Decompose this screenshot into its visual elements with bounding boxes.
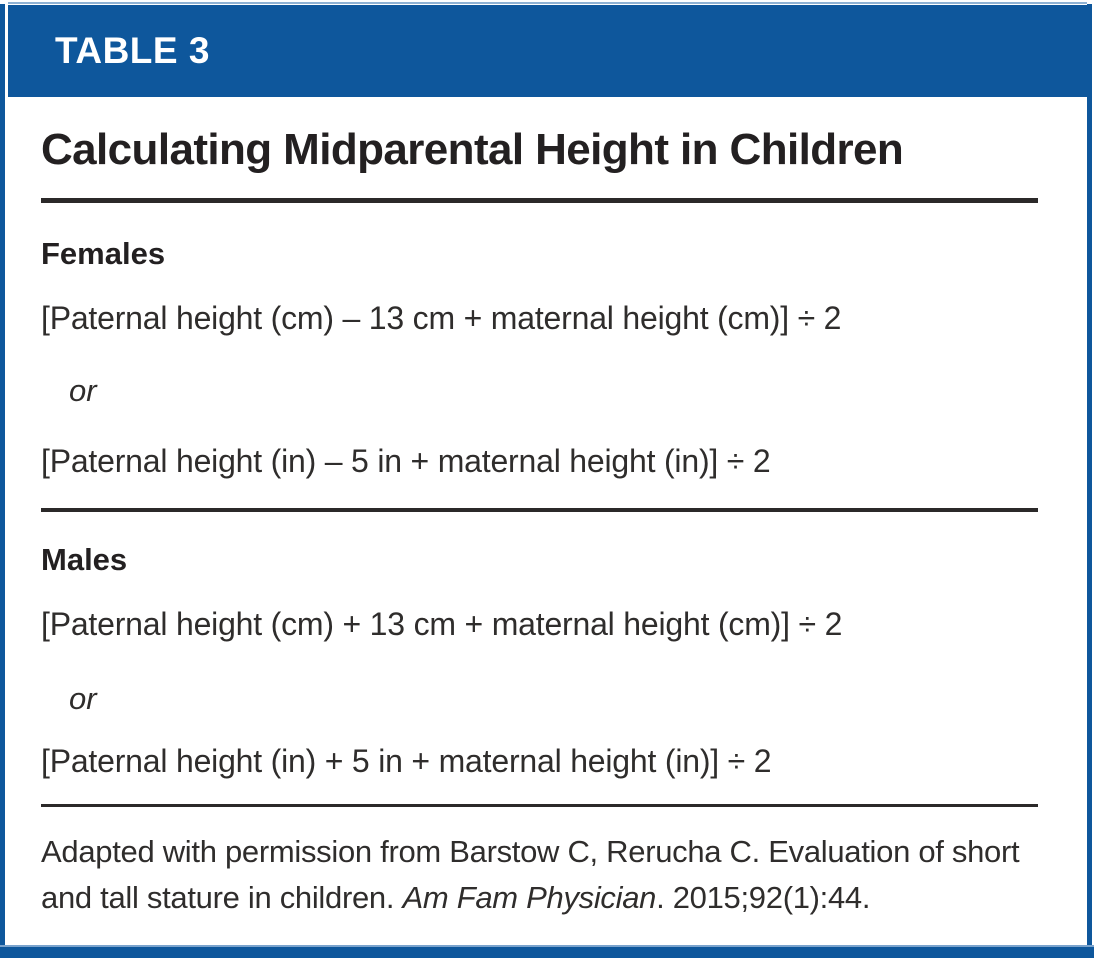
section-divider-rule xyxy=(41,507,1038,512)
table-label-bar: TABLE 3 xyxy=(8,5,1087,97)
females-or-label: or xyxy=(69,372,97,408)
frame-top-hairline xyxy=(8,2,1087,4)
frame-right-border xyxy=(1087,4,1092,948)
table-title: Calculating Midparental Height in Childr… xyxy=(41,125,904,174)
table-content: Calculating Midparental Height in Childr… xyxy=(41,97,1038,921)
males-formula-in: [Paternal height (in) + 5 in + maternal … xyxy=(41,742,772,779)
males-or-label: or xyxy=(69,680,97,716)
citation-journal-name: Am Fam Physician xyxy=(402,879,657,915)
citation: Adapted with permission from Barstow C, … xyxy=(41,829,1036,921)
males-formula-cm: [Paternal height (cm) + 13 cm + maternal… xyxy=(41,605,843,642)
section-heading-females: Females xyxy=(41,235,166,271)
title-rule xyxy=(41,197,1038,203)
females-formula-cm: [Paternal height (cm) – 13 cm + maternal… xyxy=(41,299,842,336)
citation-rule xyxy=(41,803,1038,807)
table-label: TABLE 3 xyxy=(55,30,210,71)
frame-bottom-bar xyxy=(0,945,1094,958)
citation-prefix: Adapted with permission from Barstow C, … xyxy=(41,833,1020,915)
frame-left-border xyxy=(0,4,5,948)
females-formula-in: [Paternal height (in) – 5 in + maternal … xyxy=(41,442,771,479)
section-heading-males: Males xyxy=(41,541,128,577)
citation-suffix: . 2015;92(1):44. xyxy=(656,879,871,915)
